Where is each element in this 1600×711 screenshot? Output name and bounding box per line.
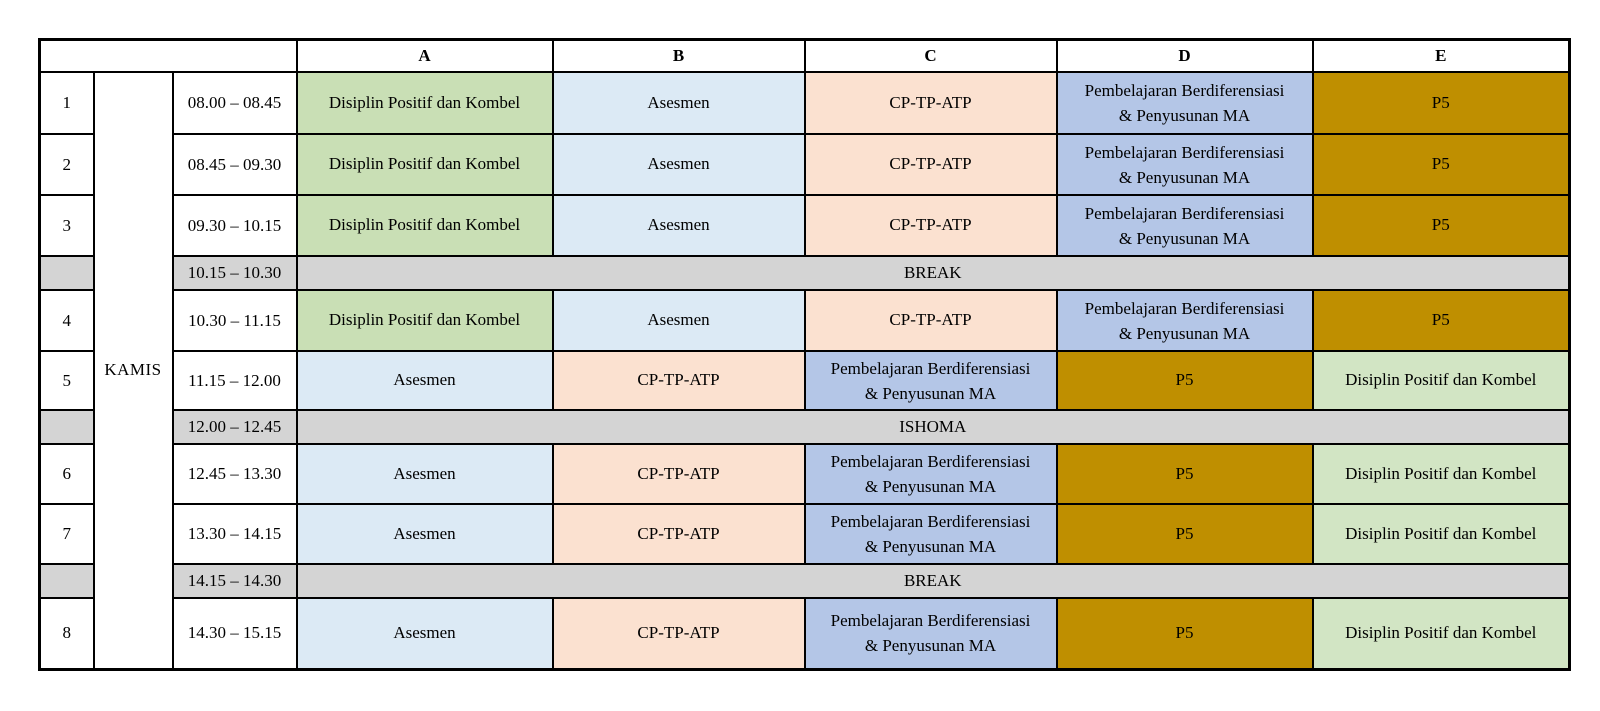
period-number: 4 [38,289,95,352]
time-cell: 08.00 – 08.45 [171,71,298,135]
break-row-2: 12.00 – 12.45 ISHOMA [38,409,1571,445]
period-row-2: 2 08.45 – 09.30 Disiplin Positif dan Kom… [38,133,1571,196]
schedule-cell: Disiplin Positif dan Kombel [295,133,554,196]
schedule-cell: P5 [1311,194,1571,257]
schedule-cell: Pembelajaran Berdiferensiasi & Penyusunan… [1055,133,1314,196]
schedule-cell: Asesmen [295,350,554,411]
schedule-cell: P5 [1311,71,1571,135]
schedule-cell: CP-TP-ATP [551,597,806,670]
schedule-cell: Asesmen [551,71,806,135]
break-label: BREAK [295,563,1571,599]
period-number: 5 [38,350,95,411]
schedule-cell: CP-TP-ATP [803,289,1058,352]
schedule-cell: Asesmen [295,503,554,565]
schedule-cell: Disiplin Positif dan Kombel [295,289,554,352]
schedule-cell: P5 [1055,503,1314,565]
break-time-cell: 10.15 – 10.30 [171,255,298,291]
schedule-cell: P5 [1311,133,1571,196]
break-label: ISHOMA [295,409,1571,445]
schedule-cell: Pembelajaran Berdiferensiasi & Penyusunan… [803,443,1058,505]
schedule-cell: Pembelajaran Berdiferensiasi & Penyusunan… [1055,289,1314,352]
period-row-7: 7 13.30 – 14.15 Asesmen CP-TP-ATP Pembel… [38,503,1571,565]
period-row-3: 3 09.30 – 10.15 Disiplin Positif dan Kom… [38,194,1571,257]
time-cell: 08.45 – 09.30 [171,133,298,196]
period-row-8: 8 14.30 – 15.15 Asesmen CP-TP-ATP Pembel… [38,597,1571,670]
period-number: 6 [38,443,95,505]
break-number-cell [38,563,95,599]
column-header-c: C [803,38,1058,73]
period-number: 7 [38,503,95,565]
schedule-cell: Asesmen [295,443,554,505]
schedule-cell: Pembelajaran Berdiferensiasi & Penyusunan… [1055,194,1314,257]
period-row-1: 1 KAMIS 08.00 – 08.45 Disiplin Positif d… [38,71,1571,670]
break-row-1: 10.15 – 10.30 BREAK [38,255,1571,291]
schedule-cell: Pembelajaran Berdiferensiasi & Penyusunan… [1055,71,1314,135]
schedule-cell: Asesmen [551,194,806,257]
period-number: 1 [38,71,95,135]
schedule-cell: CP-TP-ATP [551,350,806,411]
column-header-a: A [295,38,554,73]
period-number: 3 [38,194,95,257]
corner-cell [38,38,298,73]
schedule-cell: P5 [1055,350,1314,411]
schedule-cell: CP-TP-ATP [803,194,1058,257]
schedule-cell: P5 [1055,597,1314,670]
break-label: BREAK [295,255,1571,291]
schedule-cell: Pembelajaran Berdiferensiasi & Penyusunan… [803,503,1058,565]
schedule-cell: Disiplin Positif dan Kombel [1311,350,1571,411]
time-cell: 13.30 – 14.15 [171,503,298,565]
schedule-cell: Pembelajaran Berdiferensiasi & Penyusunan… [803,350,1058,411]
time-cell: 12.45 – 13.30 [171,443,298,505]
schedule-cell: Asesmen [295,597,554,670]
break-number-cell [38,409,95,445]
break-time-cell: 14.15 – 14.30 [171,563,298,599]
column-header-e: E [1311,38,1571,73]
schedule-cell: Disiplin Positif dan Kombel [295,194,554,257]
period-number: 2 [38,133,95,196]
break-row-3: 14.15 – 14.30 BREAK [38,563,1571,599]
schedule-table: A B C D E 1 KAMIS 08.00 – 08.45 Disiplin… [38,38,1572,671]
schedule-cell: CP-TP-ATP [803,71,1058,135]
period-row-4: 4 10.30 – 11.15 Disiplin Positif dan Kom… [38,289,1571,352]
time-cell: 11.15 – 12.00 [171,350,298,411]
schedule-cell: Asesmen [551,133,806,196]
schedule-cell: Disiplin Positif dan Kombel [1311,597,1571,670]
schedule-cell: P5 [1311,289,1571,352]
schedule-cell: CP-TP-ATP [803,133,1058,196]
schedule-cell: Disiplin Positif dan Kombel [1311,443,1571,505]
column-header-b: B [551,38,806,73]
header-row: A B C D E [38,38,1571,73]
schedule-cell: Asesmen [551,289,806,352]
period-row-6: 6 12.45 – 13.30 Asesmen CP-TP-ATP Pembel… [38,443,1571,505]
time-cell: 09.30 – 10.15 [171,194,298,257]
break-number-cell [38,255,95,291]
schedule-cell: CP-TP-ATP [551,503,806,565]
schedule-cell: Disiplin Positif dan Kombel [295,71,554,135]
schedule-cell: Disiplin Positif dan Kombel [1311,503,1571,565]
period-row-5: 5 11.15 – 12.00 Asesmen CP-TP-ATP Pembel… [38,350,1571,411]
period-number: 8 [38,597,95,670]
break-time-cell: 12.00 – 12.45 [171,409,298,445]
schedule-cell: CP-TP-ATP [551,443,806,505]
schedule-cell: Pembelajaran Berdiferensiasi & Penyusunan… [803,597,1058,670]
time-cell: 10.30 – 11.15 [171,289,298,352]
day-cell: KAMIS [92,71,174,670]
schedule-cell: P5 [1055,443,1314,505]
time-cell: 14.30 – 15.15 [171,597,298,670]
column-header-d: D [1055,38,1314,73]
